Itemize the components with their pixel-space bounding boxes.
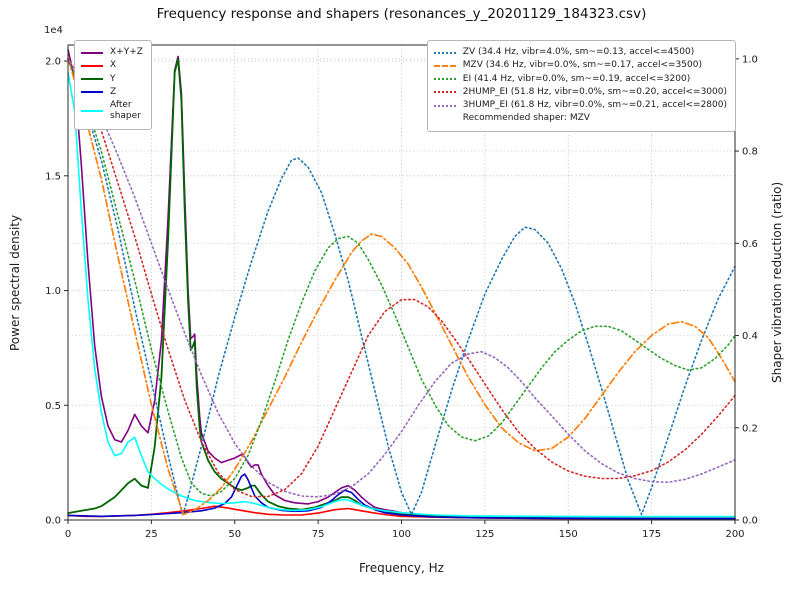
legend-item: MZV (34.6 Hz, vibr=0.0%, sm~=0.17, accel… (433, 60, 727, 71)
legend-label: MZV (34.6 Hz, vibr=0.0%, sm~=0.17, accel… (462, 60, 702, 71)
series-shaper-ei (67, 58, 736, 497)
series-shaper-mzv (67, 57, 736, 516)
x-tick-label: 100 (392, 529, 411, 540)
legend-line-sample (81, 78, 103, 81)
x-tick-label: 175 (642, 529, 661, 540)
y-tick-label-left: 2.0 (45, 57, 61, 68)
x-tick-label: 25 (145, 529, 158, 540)
x-tick-label: 125 (475, 529, 494, 540)
legend-line-sample (434, 118, 456, 120)
x-tick-label: 50 (228, 529, 241, 540)
y-axis-offset-text: 1e4 (44, 25, 63, 36)
x-tick-label: 0 (65, 529, 71, 540)
legend-label: 3HUMP_EI (61.8 Hz, vibr=0.0%, sm~=0.21, … (462, 100, 727, 110)
legend-line-sample (433, 104, 456, 107)
legend-line-sample (433, 51, 456, 54)
legend-item: Z (81, 87, 143, 98)
series-psd-after-shaper (67, 71, 736, 518)
legend-item: 2HUMP_EI (51.8 Hz, vibr=0.0%, sm~=0.20, … (433, 86, 727, 98)
legend-item: X (81, 60, 143, 71)
legend-line-sample (433, 91, 456, 94)
legend-item: Y (81, 74, 143, 85)
y-tick-label-left: 0.0 (45, 516, 61, 527)
x-tick-label: 150 (559, 529, 578, 540)
legend-shapers: ZV (34.4 Hz, vibr=4.0%, sm~=0.13, accel<… (426, 40, 736, 132)
y-tick-label-right: 1.0 (742, 54, 758, 65)
legend-line-sample (81, 64, 103, 67)
y-tick-label-right: 0.0 (742, 516, 758, 527)
y-tick-label-left: 0.5 (45, 401, 61, 412)
legend-label: EI (41.4 Hz, vibr=0.0%, sm~=0.19, accel<… (462, 73, 691, 84)
y-tick-label-right: 0.8 (742, 147, 758, 158)
y-tick-label-right: 0.2 (742, 423, 758, 434)
legend-item: X+Y+Z (81, 47, 143, 58)
legend-line-sample (81, 51, 103, 54)
legend-label: X (110, 60, 117, 71)
legend-label: X+Y+Z (110, 47, 143, 57)
x-tick-label: 200 (725, 529, 744, 540)
legend-line-sample (81, 91, 103, 94)
legend-item: After shaper (81, 100, 143, 123)
legend-psd: X+Y+Z X Y Z After shaper (74, 40, 152, 130)
chart-title: Frequency response and shapers (resonanc… (156, 6, 647, 22)
legend-item: ZV (34.4 Hz, vibr=4.0%, sm~=0.13, accel<… (433, 47, 727, 58)
legend-line-sample (433, 64, 456, 67)
series-shaper-2hump-ei (67, 58, 736, 498)
legend-label: Y (110, 73, 116, 84)
x-axis-label: Frequency, Hz (359, 561, 444, 575)
legend-line-sample (81, 110, 103, 113)
legend-label: 2HUMP_EI (51.8 Hz, vibr=0.0%, sm~=0.20, … (462, 86, 727, 97)
y-tick-label-right: 0.6 (742, 239, 758, 250)
y-axis-label-right: Shaper vibration reduction (ratio) (770, 181, 784, 384)
legend-item: Recommended shaper: MZV (434, 113, 727, 124)
legend-line-sample (433, 78, 456, 81)
series-shaper-3hump-ei (67, 58, 736, 498)
x-tick-label: 75 (312, 529, 325, 540)
legend-label: After shaper (110, 100, 141, 122)
legend-item: 3HUMP_EI (61.8 Hz, vibr=0.0%, sm~=0.21, … (433, 100, 727, 111)
y-tick-label-right: 0.4 (742, 331, 758, 342)
legend-item: EI (41.4 Hz, vibr=0.0%, sm~=0.19, accel<… (433, 73, 727, 85)
y-tick-label-left: 1.5 (45, 171, 61, 182)
legend-label: ZV (34.4 Hz, vibr=4.0%, sm~=0.13, accel<… (462, 47, 695, 57)
legend-label: Recommended shaper: MZV (462, 113, 590, 124)
y-tick-label-left: 1.0 (45, 286, 61, 297)
legend-label: Z (110, 86, 117, 97)
y-axis-label-left: Power spectral density (8, 214, 22, 351)
series-shaper-zv (67, 58, 736, 517)
